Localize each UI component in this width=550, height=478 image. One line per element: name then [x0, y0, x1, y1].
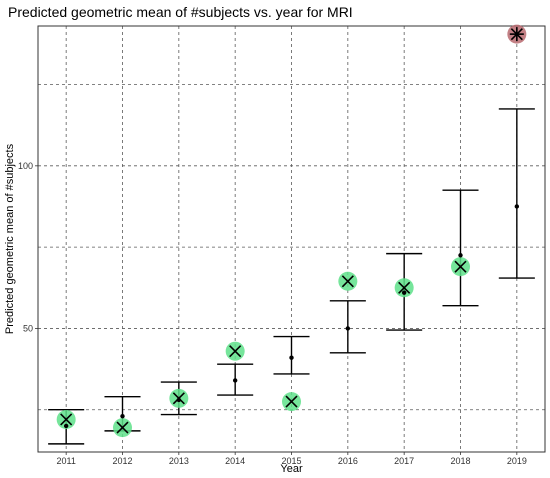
estimate-point-2019 — [514, 204, 520, 209]
estimate-points — [63, 204, 520, 429]
y-tick-label: 100 — [18, 161, 33, 171]
axes: 2011 2012 2013 2014 2015 2016 2017 2018 2019 50 10… — [18, 161, 527, 466]
observed-marker-2018 — [454, 260, 467, 273]
estimate-point-2013 — [176, 397, 182, 403]
x-tick-label: 2013 — [169, 456, 189, 466]
x-tick-label: 2014 — [225, 456, 245, 466]
grid-lines — [38, 26, 545, 452]
estimate-point-2012 — [120, 414, 125, 419]
estimate-point-2017 — [401, 290, 407, 295]
estimate-point-2014 — [232, 378, 238, 383]
observed-marker-2017 — [398, 281, 411, 294]
y-axis-label: Predicted geometric mean of #subjects — [4, 143, 16, 334]
x-tick-label: 2017 — [394, 456, 414, 466]
observed-points — [56, 24, 527, 438]
x-tick-label: 2018 — [450, 456, 470, 466]
observed-marker-2015 — [285, 395, 298, 408]
x-tick-label: 2019 — [507, 456, 527, 466]
observed-marker-2011 — [60, 413, 73, 426]
observed-marker-2014 — [229, 345, 242, 358]
chart-title: Predicted geometric mean of #subjects vs… — [8, 4, 353, 20]
x-tick-label: 2016 — [338, 456, 358, 466]
estimate-point-2015 — [289, 355, 294, 360]
y-tick-label: 50 — [23, 323, 33, 333]
estimate-point-2011 — [63, 423, 69, 429]
observed-marker-2016 — [341, 275, 354, 288]
estimate-point-2016 — [345, 326, 351, 331]
x-tick-label: 2011 — [56, 456, 75, 466]
x-tick-label: 2012 — [112, 456, 132, 466]
observed-marker-2012 — [116, 421, 129, 434]
x-axis-label: Year — [280, 463, 303, 475]
estimate-point-2018 — [458, 253, 463, 258]
x-tick-label: 2015 — [281, 456, 301, 466]
